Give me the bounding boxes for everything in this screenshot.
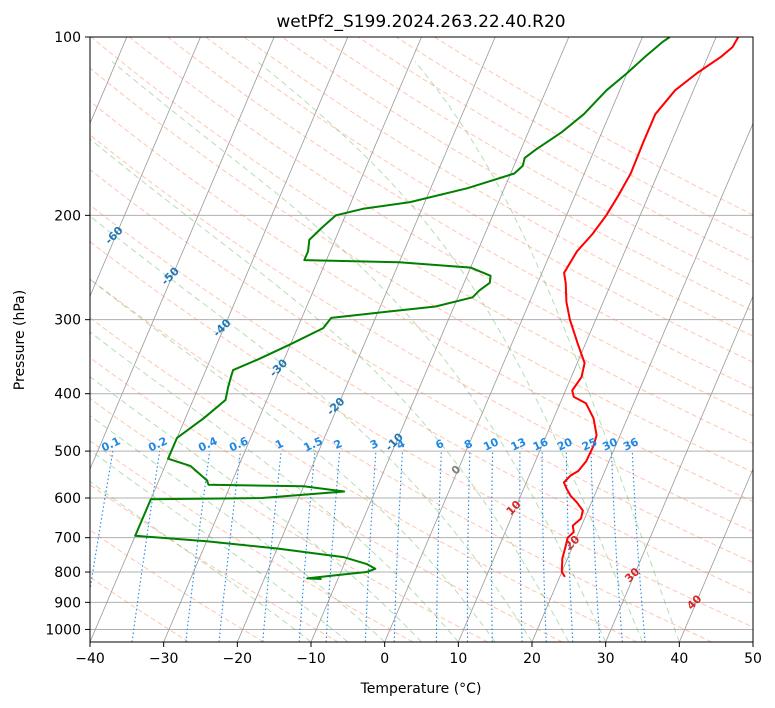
chart-title: wetPf2_S199.2024.263.22.40.R20 [276,12,565,32]
moist-adiabat-line [90,449,349,642]
dry-adiabat-line [90,204,753,595]
dry-adiabat-line [243,37,753,337]
mixing-ratio-label: 20 [555,435,575,453]
moist-adiabat-line [90,376,422,642]
isotherm-line [310,37,570,642]
mixing-ratio-line [185,451,211,642]
x-tick-label: 50 [744,651,762,667]
x-tick-label: −20 [223,651,253,667]
dry-adiabat-line [396,37,753,239]
isotherm-line [605,295,753,642]
x-tick-label: −10 [296,651,326,667]
moist-adiabat-line [90,415,386,642]
dry-adiabat-line [90,241,753,628]
dry-adiabat-line [90,278,712,642]
dry-adiabat-line [90,529,264,642]
x-axis-label: Temperature (°C) [360,681,482,697]
dry-adiabat-line [90,134,753,533]
temperature-profile-line [560,37,740,578]
isotherm-line [90,37,201,298]
mixing-ratio-line [631,451,646,642]
profile-series [134,37,740,580]
dry-adiabat-line [90,168,753,564]
mixing-ratio-label: 36 [621,435,641,453]
dry-adiabat-line [90,67,753,473]
moist-adiabat-line [90,215,533,642]
moist-adiabat-line [257,61,643,642]
isotherm-line [457,37,717,642]
dry-adiabat-line [281,37,753,312]
x-tick-label: 30 [597,651,615,667]
dry-adiabat-line [205,37,753,363]
mixing-ratio-label: 16 [531,435,551,453]
plot-frame [89,36,754,643]
y-tick-label: 800 [54,565,81,581]
y-tick-label: 100 [54,30,81,46]
y-tick-label: 600 [54,491,81,507]
dry-adiabat-line [90,37,753,445]
dry-adiabat-line [90,440,414,642]
moist-adiabat-line [90,331,459,642]
mixing-ratio-line [262,451,282,642]
isotherm-line [236,37,496,642]
x-tick-label: 40 [670,651,688,667]
y-tick-label: 500 [54,444,81,460]
x-tick-label: −30 [149,651,179,667]
dry-adiabat-line [90,484,339,642]
mixing-ratio-label: 25 [580,435,599,453]
y-tick-label: 900 [54,595,81,611]
isotherm-line [384,37,643,642]
mixing-ratio-label: 10 [481,435,501,453]
y-tick-label: 200 [54,208,81,224]
dry-adiabat-line [90,317,638,642]
y-tick-label: 700 [54,531,81,547]
moist-adiabat-line [111,61,607,642]
moist-adiabat-line [414,61,680,642]
y-tick-label: 1000 [45,622,81,638]
isotherm-line [90,37,275,471]
x-tick-label: −40 [75,651,105,667]
y-axis-label: Pressure (hPa) [12,290,28,390]
isotherm-line [678,468,753,642]
dewpoint-profile-line [134,37,671,580]
y-tick-label: 400 [54,387,81,403]
isotherm-line [90,37,349,642]
mixing-ratio-label: 30 [600,435,620,453]
mixing-ratio-line [218,451,242,642]
mixing-ratio-label: 13 [509,435,528,453]
isotherm-line [531,122,753,642]
dry-adiabat-line [357,37,753,263]
x-tick-label: 0 [380,651,389,667]
moist-adiabats [90,61,680,642]
x-tick-label: 20 [523,651,541,667]
axes: −40 −30 −20 −10 0 10 20 30 40 50 100 200 300 400 500 60… [45,30,762,667]
x-tick-label: 10 [449,651,467,667]
dry-adiabat-line [167,37,753,390]
dry-adiabat-line [129,37,753,417]
moist-adiabat-line [90,278,496,642]
y-tick-label: 300 [54,313,81,329]
